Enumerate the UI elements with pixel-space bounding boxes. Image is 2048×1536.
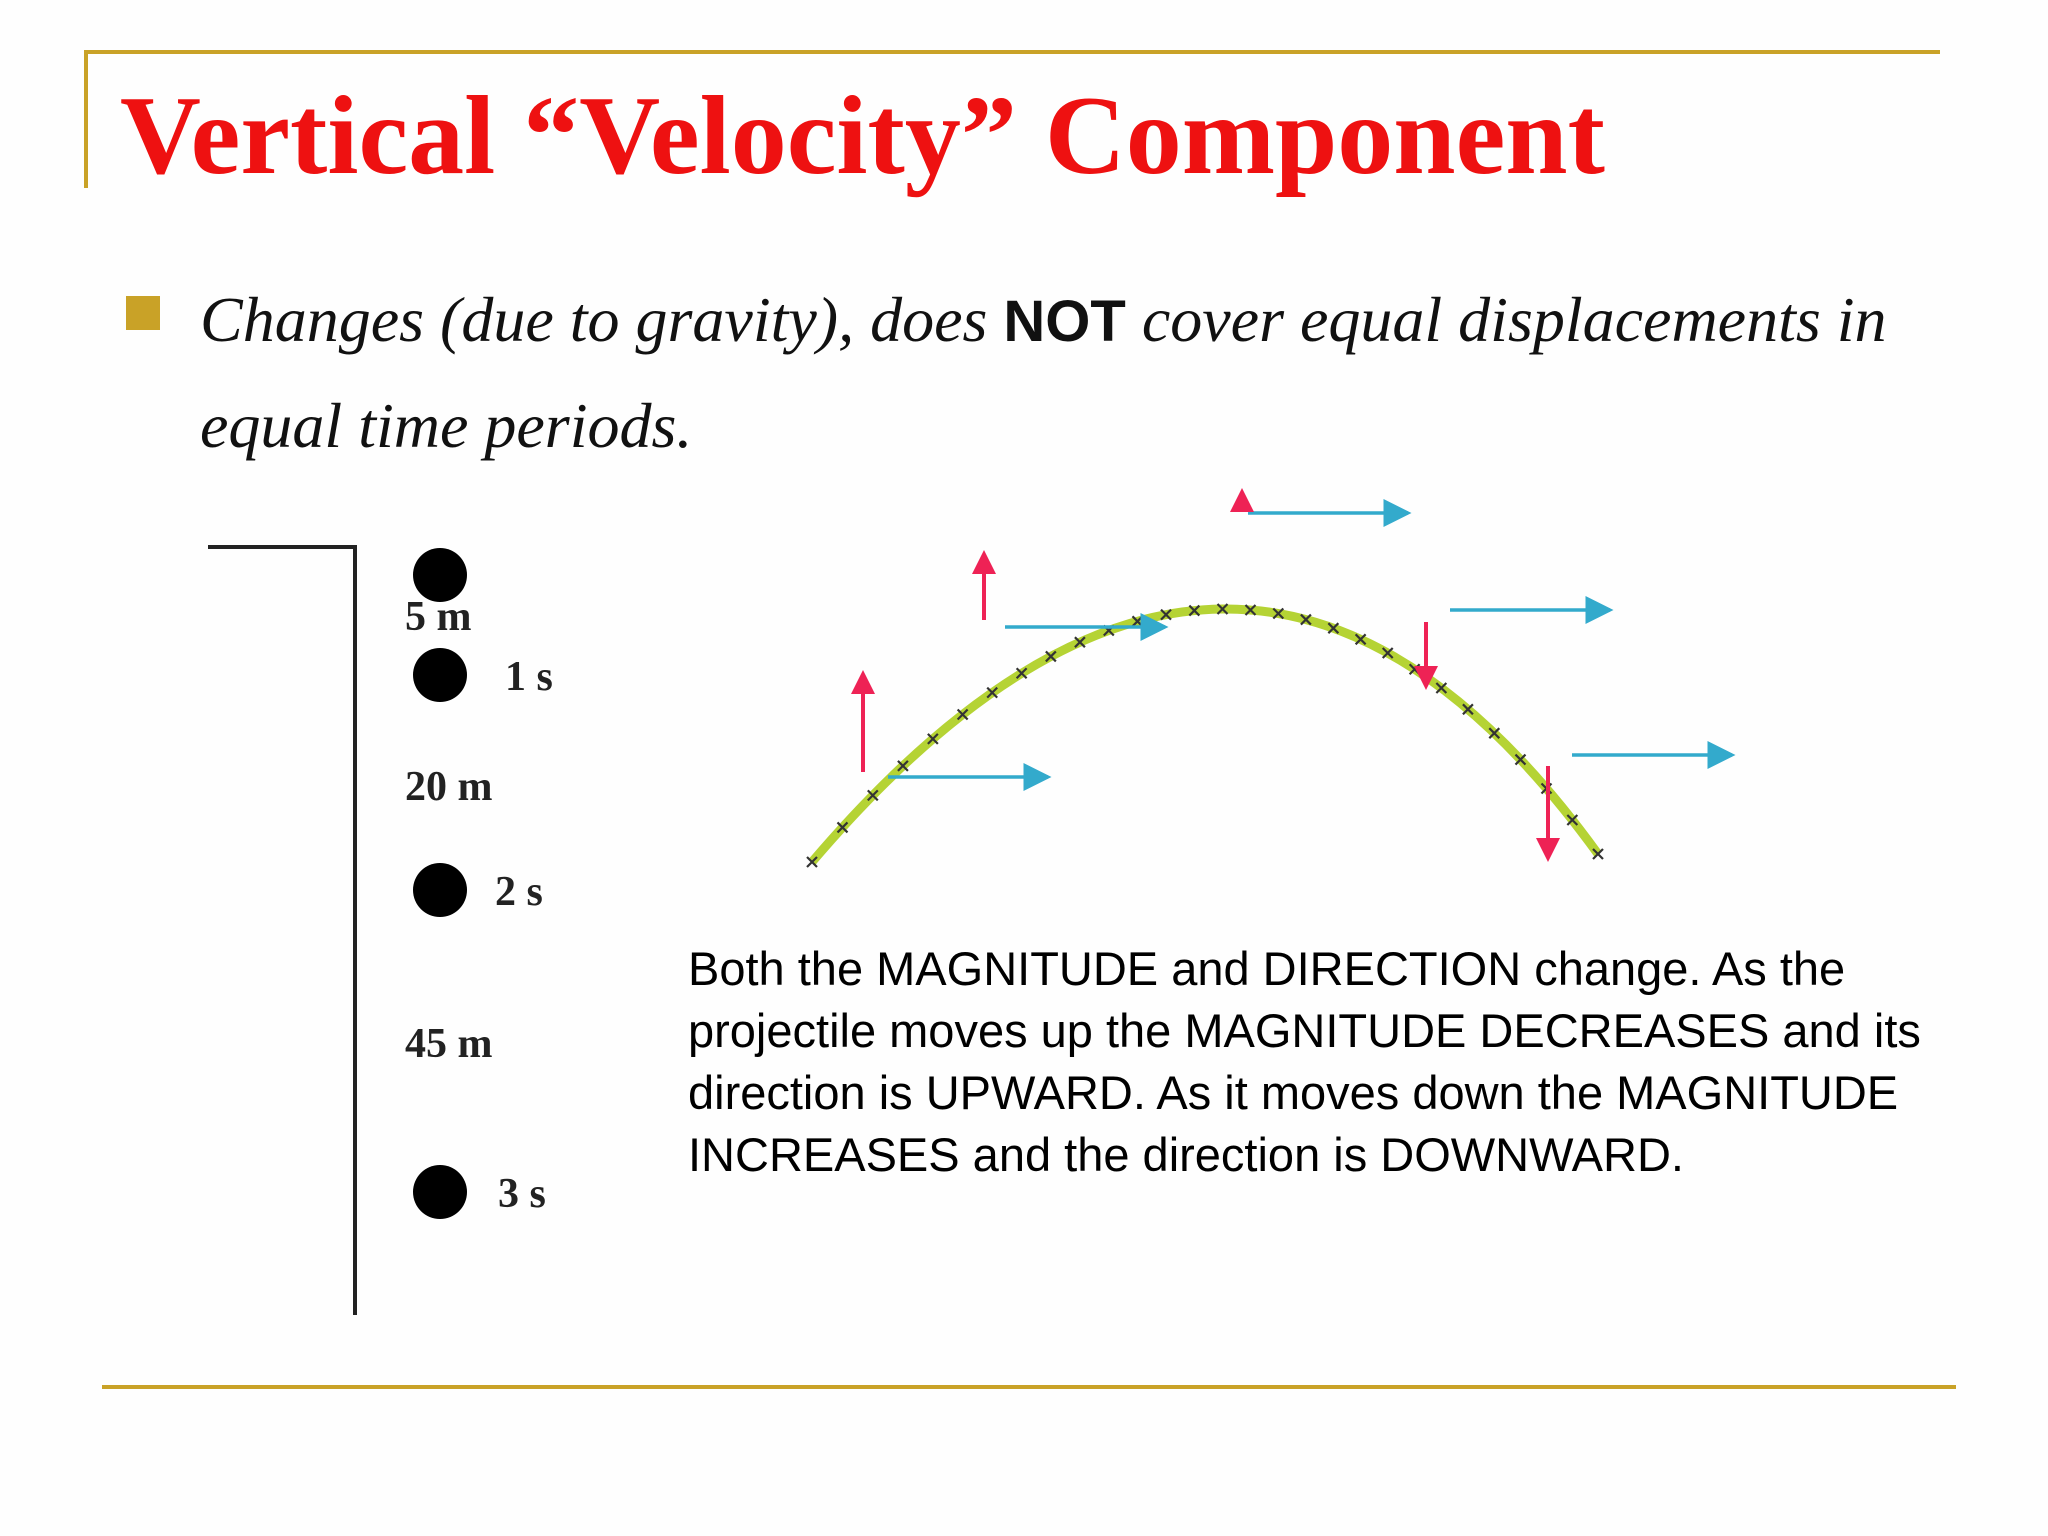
free-fall-figure: 5 m 1 s 20 m 2 s 45 m 3 s <box>208 545 553 1315</box>
left-divider <box>84 50 88 188</box>
distance-label-45m: 45 m <box>405 1021 493 1067</box>
time-marker <box>806 856 818 868</box>
time-marker <box>867 789 879 802</box>
time-marker <box>836 821 849 834</box>
time-marker <box>1188 604 1201 617</box>
top-divider <box>84 50 1940 54</box>
time-marker <box>1488 727 1501 739</box>
bottom-divider <box>102 1385 1956 1389</box>
time-marker <box>1015 667 1028 680</box>
distance-label-5m: 5 m <box>405 594 472 640</box>
time-marker <box>927 733 939 745</box>
time-marker <box>986 686 998 699</box>
ball-1s <box>413 648 467 702</box>
time-marker <box>1592 848 1604 860</box>
bullet-text: Changes (due to gravity), does NOT cover… <box>200 268 1940 478</box>
time-label-2s: 2 s <box>495 869 543 915</box>
time-label-3s: 3 s <box>498 1171 546 1217</box>
time-marker <box>1074 636 1086 648</box>
time-marker <box>1216 603 1229 615</box>
time-marker <box>1272 607 1285 620</box>
ball-3s <box>413 1165 467 1219</box>
time-marker <box>1381 647 1394 659</box>
bullet-text-before: Changes (due to gravity), does <box>200 284 1004 355</box>
bullet-square-icon <box>126 296 160 330</box>
ball-0s <box>413 548 467 602</box>
bullet-emphasis: NOT <box>1003 289 1126 354</box>
time-marker <box>1354 633 1367 646</box>
time-marker <box>1462 703 1474 716</box>
drop-frame <box>208 545 357 1315</box>
time-label-1s: 1 s <box>505 654 553 700</box>
time-marker <box>897 760 909 772</box>
time-marker <box>1566 814 1579 826</box>
time-marker <box>956 708 969 721</box>
projectile-trajectory-figure <box>806 488 1736 868</box>
time-marker <box>1045 650 1057 663</box>
time-marker <box>1244 604 1257 616</box>
ball-2s <box>413 863 467 917</box>
time-markers <box>806 603 1604 868</box>
time-marker <box>1435 682 1448 694</box>
time-marker <box>1514 753 1527 766</box>
slide-title: Vertical “Velocity” Component <box>120 74 1605 198</box>
caption-text: Both the MAGNITUDE and DIRECTION change.… <box>688 942 1921 1181</box>
bullet-text-after: cover equal displacements in equal time … <box>200 284 1887 461</box>
time-marker <box>1327 622 1340 634</box>
distance-label-20m: 20 m <box>405 764 493 810</box>
time-marker <box>1300 613 1312 626</box>
